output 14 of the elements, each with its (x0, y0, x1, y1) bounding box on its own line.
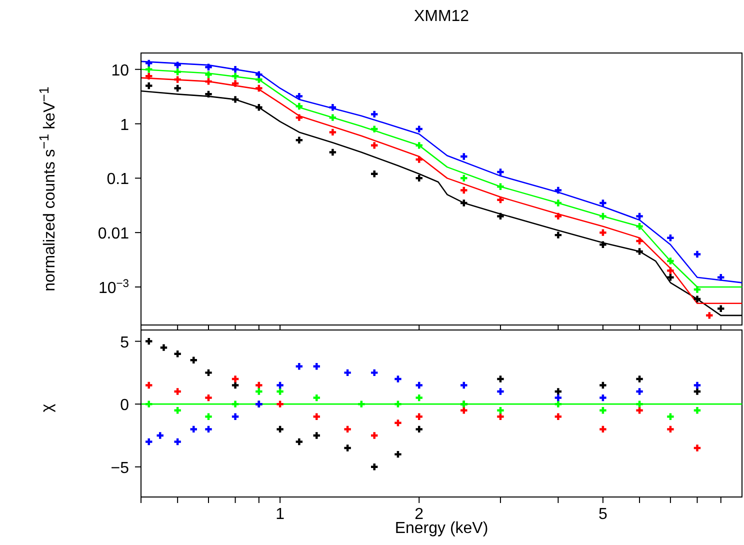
y-tick-label: 10$^{−3}$ (98, 278, 129, 297)
y-tick-label: 0 (120, 397, 130, 414)
chart-title: XMM12 (412, 8, 470, 26)
x-tick-label: 5 (598, 506, 608, 523)
y-axis-title: χ (39, 404, 57, 412)
y-tick-label: 0.01 (98, 226, 130, 243)
y-tick-label: 0.1 (106, 171, 130, 188)
x-tick-label: 2 (414, 506, 424, 523)
y-tick-label: 10 (111, 62, 130, 80)
y-tick-label: −5 (110, 460, 130, 477)
x-tick-label: 1 (276, 506, 285, 523)
y-tick-label: 1 (120, 116, 130, 134)
y-tick-label: 5 (120, 334, 130, 352)
x-axis-title: Energy (keV) (394, 520, 488, 537)
